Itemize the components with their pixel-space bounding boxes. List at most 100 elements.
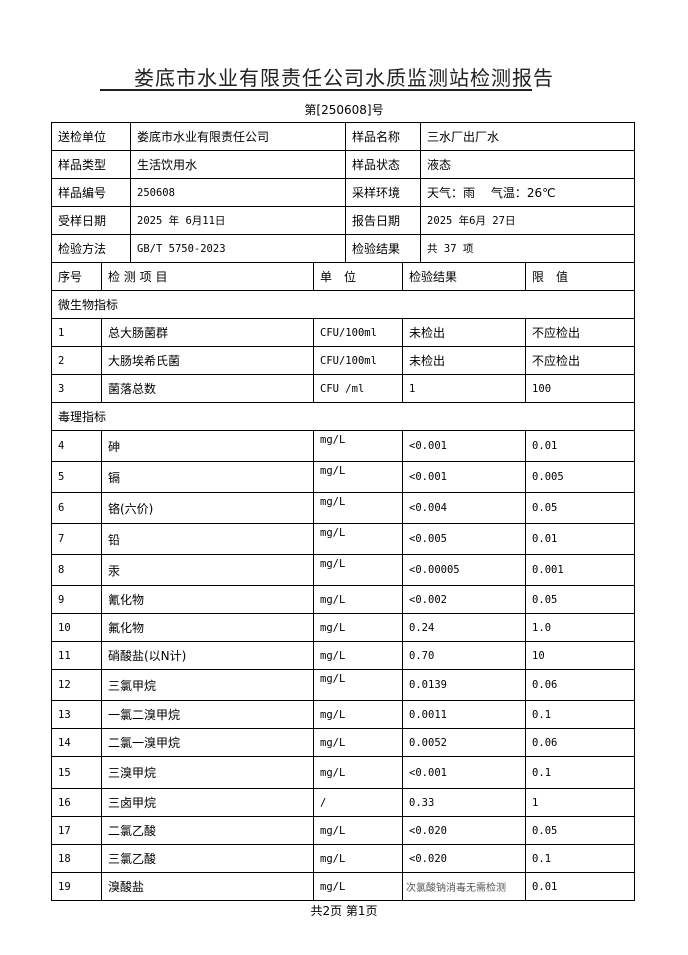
column-header: 限 值 [525, 262, 636, 291]
column-header-row: 序号检 测 项 目单 位检验结果限 值 [51, 262, 636, 291]
item-unit: mg/L [313, 700, 404, 729]
table-row: 5 镉 mg/L <0.001 0.005 [51, 461, 636, 493]
item-unit: mg/L [313, 523, 404, 555]
item-result: <0.001 [402, 756, 527, 789]
item-name: 三氯甲烷 [100, 669, 315, 701]
item-result: 0.0052 [402, 728, 527, 757]
table-row: 18 三氯乙酸 mg/L <0.020 0.1 [51, 844, 636, 873]
item-result: 未检出 [402, 346, 527, 375]
info-label: 报告日期 [345, 206, 422, 235]
section-title: 微生物指标 [50, 290, 636, 319]
table-row: 3 菌落总数 CFU /ml 1 100 [51, 374, 636, 403]
table-row: 17 二氯乙酸 mg/L <0.020 0.05 [51, 816, 636, 845]
item-unit: mg/L [313, 554, 404, 586]
item-result: <0.002 [402, 585, 527, 614]
item-limit: 0.05 [525, 816, 636, 845]
item-number: 15 [51, 756, 102, 789]
item-limit: 0.05 [525, 492, 636, 524]
item-number: 10 [51, 613, 102, 642]
item-name: 铅 [100, 523, 315, 555]
item-number: 18 [51, 844, 102, 873]
info-row: 检验方法 GB/T 5750-2023 检验结果 共 37 项 [50, 234, 636, 263]
item-name: 菌落总数 [100, 374, 315, 403]
table-row: 10 氟化物 mg/L 0.24 1.0 [51, 613, 636, 642]
item-limit: 0.1 [525, 844, 636, 873]
item-result: 未检出 [402, 318, 527, 347]
item-result: 0.0139 [402, 669, 527, 701]
item-number: 12 [51, 669, 102, 701]
item-name: 三氯乙酸 [100, 844, 315, 873]
item-unit: mg/L [313, 728, 404, 757]
item-unit: mg/L [313, 430, 404, 462]
item-limit: 0.01 [525, 872, 636, 901]
item-name: 三卤甲烷 [100, 788, 315, 817]
item-name: 镉 [100, 461, 315, 493]
info-value: 共 37 项 [420, 234, 636, 263]
item-limit: 0.01 [525, 430, 636, 462]
item-limit: 不应检出 [525, 318, 636, 347]
item-result: 0.24 [402, 613, 527, 642]
info-label: 采样环境 [345, 178, 422, 207]
item-name: 汞 [100, 554, 315, 586]
item-number: 9 [51, 585, 102, 614]
info-label: 检验结果 [345, 234, 422, 263]
table-row: 8 汞 mg/L <0.00005 0.001 [51, 554, 636, 586]
info-value: 250608 [130, 178, 347, 207]
item-number: 6 [51, 492, 102, 524]
item-result: <0.001 [402, 461, 527, 493]
info-label: 受样日期 [50, 206, 132, 235]
info-label: 样品状态 [345, 150, 422, 179]
item-number: 1 [51, 318, 102, 347]
item-limit: 100 [525, 374, 636, 403]
column-header: 单 位 [313, 262, 404, 291]
column-header: 序号 [51, 262, 102, 291]
item-unit: / [313, 788, 404, 817]
item-result: 1 [402, 374, 527, 403]
table-row: 7 铅 mg/L <0.005 0.01 [51, 523, 636, 555]
item-limit: 1.0 [525, 613, 636, 642]
item-limit: 0.005 [525, 461, 636, 493]
item-number: 7 [51, 523, 102, 555]
item-number: 16 [51, 788, 102, 817]
item-result: 次氯酸钠消毒无需检测 [402, 872, 527, 901]
info-row: 样品编号 250608 采样环境 天气：雨 气温：26℃ [50, 178, 636, 207]
item-name: 溴酸盐 [100, 872, 315, 901]
section-title: 毒理指标 [50, 402, 636, 431]
table-row: 4 砷 mg/L <0.001 0.01 [51, 430, 636, 462]
item-unit: mg/L [313, 816, 404, 845]
title-underline [100, 89, 532, 91]
table-row: 11 硝酸盐(以N计) mg/L 0.70 10 [51, 641, 636, 670]
item-unit: CFU/100ml [313, 318, 404, 347]
item-name: 二氯一溴甲烷 [100, 728, 315, 757]
table-row: 6 铬(六价) mg/L <0.004 0.05 [51, 492, 636, 524]
item-limit: 0.001 [525, 554, 636, 586]
item-unit: mg/L [313, 641, 404, 670]
info-label: 样品名称 [345, 122, 422, 151]
item-result: <0.020 [402, 844, 527, 873]
item-number: 13 [51, 700, 102, 729]
item-result: 0.0011 [402, 700, 527, 729]
table-row: 2 大肠埃希氏菌 CFU/100ml 未检出 不应检出 [51, 346, 636, 375]
report-number: 第[250608]号 [304, 103, 384, 117]
column-header: 检 测 项 目 [100, 262, 315, 291]
item-number: 5 [51, 461, 102, 493]
item-name: 硝酸盐(以N计) [100, 641, 315, 670]
info-value: 液态 [420, 150, 636, 179]
item-name: 三溴甲烷 [100, 756, 315, 789]
column-header: 检验结果 [402, 262, 527, 291]
report-title: 娄底市水业有限责任公司水质监测站检测报告 [134, 66, 554, 90]
item-number: 4 [51, 430, 102, 462]
info-value: 生活饮用水 [130, 150, 347, 179]
section-row: 微生物指标 [50, 290, 636, 319]
info-row: 送检单位 娄底市水业有限责任公司 样品名称 三水厂出厂水 [50, 122, 636, 151]
item-unit: CFU /ml [313, 374, 404, 403]
item-limit: 0.1 [525, 700, 636, 729]
item-result: <0.00005 [402, 554, 527, 586]
info-value: 天气：雨 气温：26℃ [420, 178, 636, 207]
info-value: 三水厂出厂水 [420, 122, 636, 151]
item-result: 0.33 [402, 788, 527, 817]
info-row: 受样日期 2025 年 6月11日 报告日期 2025 年6月 27日 [50, 206, 636, 235]
item-limit: 0.1 [525, 756, 636, 789]
info-value: 娄底市水业有限责任公司 [130, 122, 347, 151]
item-result: <0.004 [402, 492, 527, 524]
